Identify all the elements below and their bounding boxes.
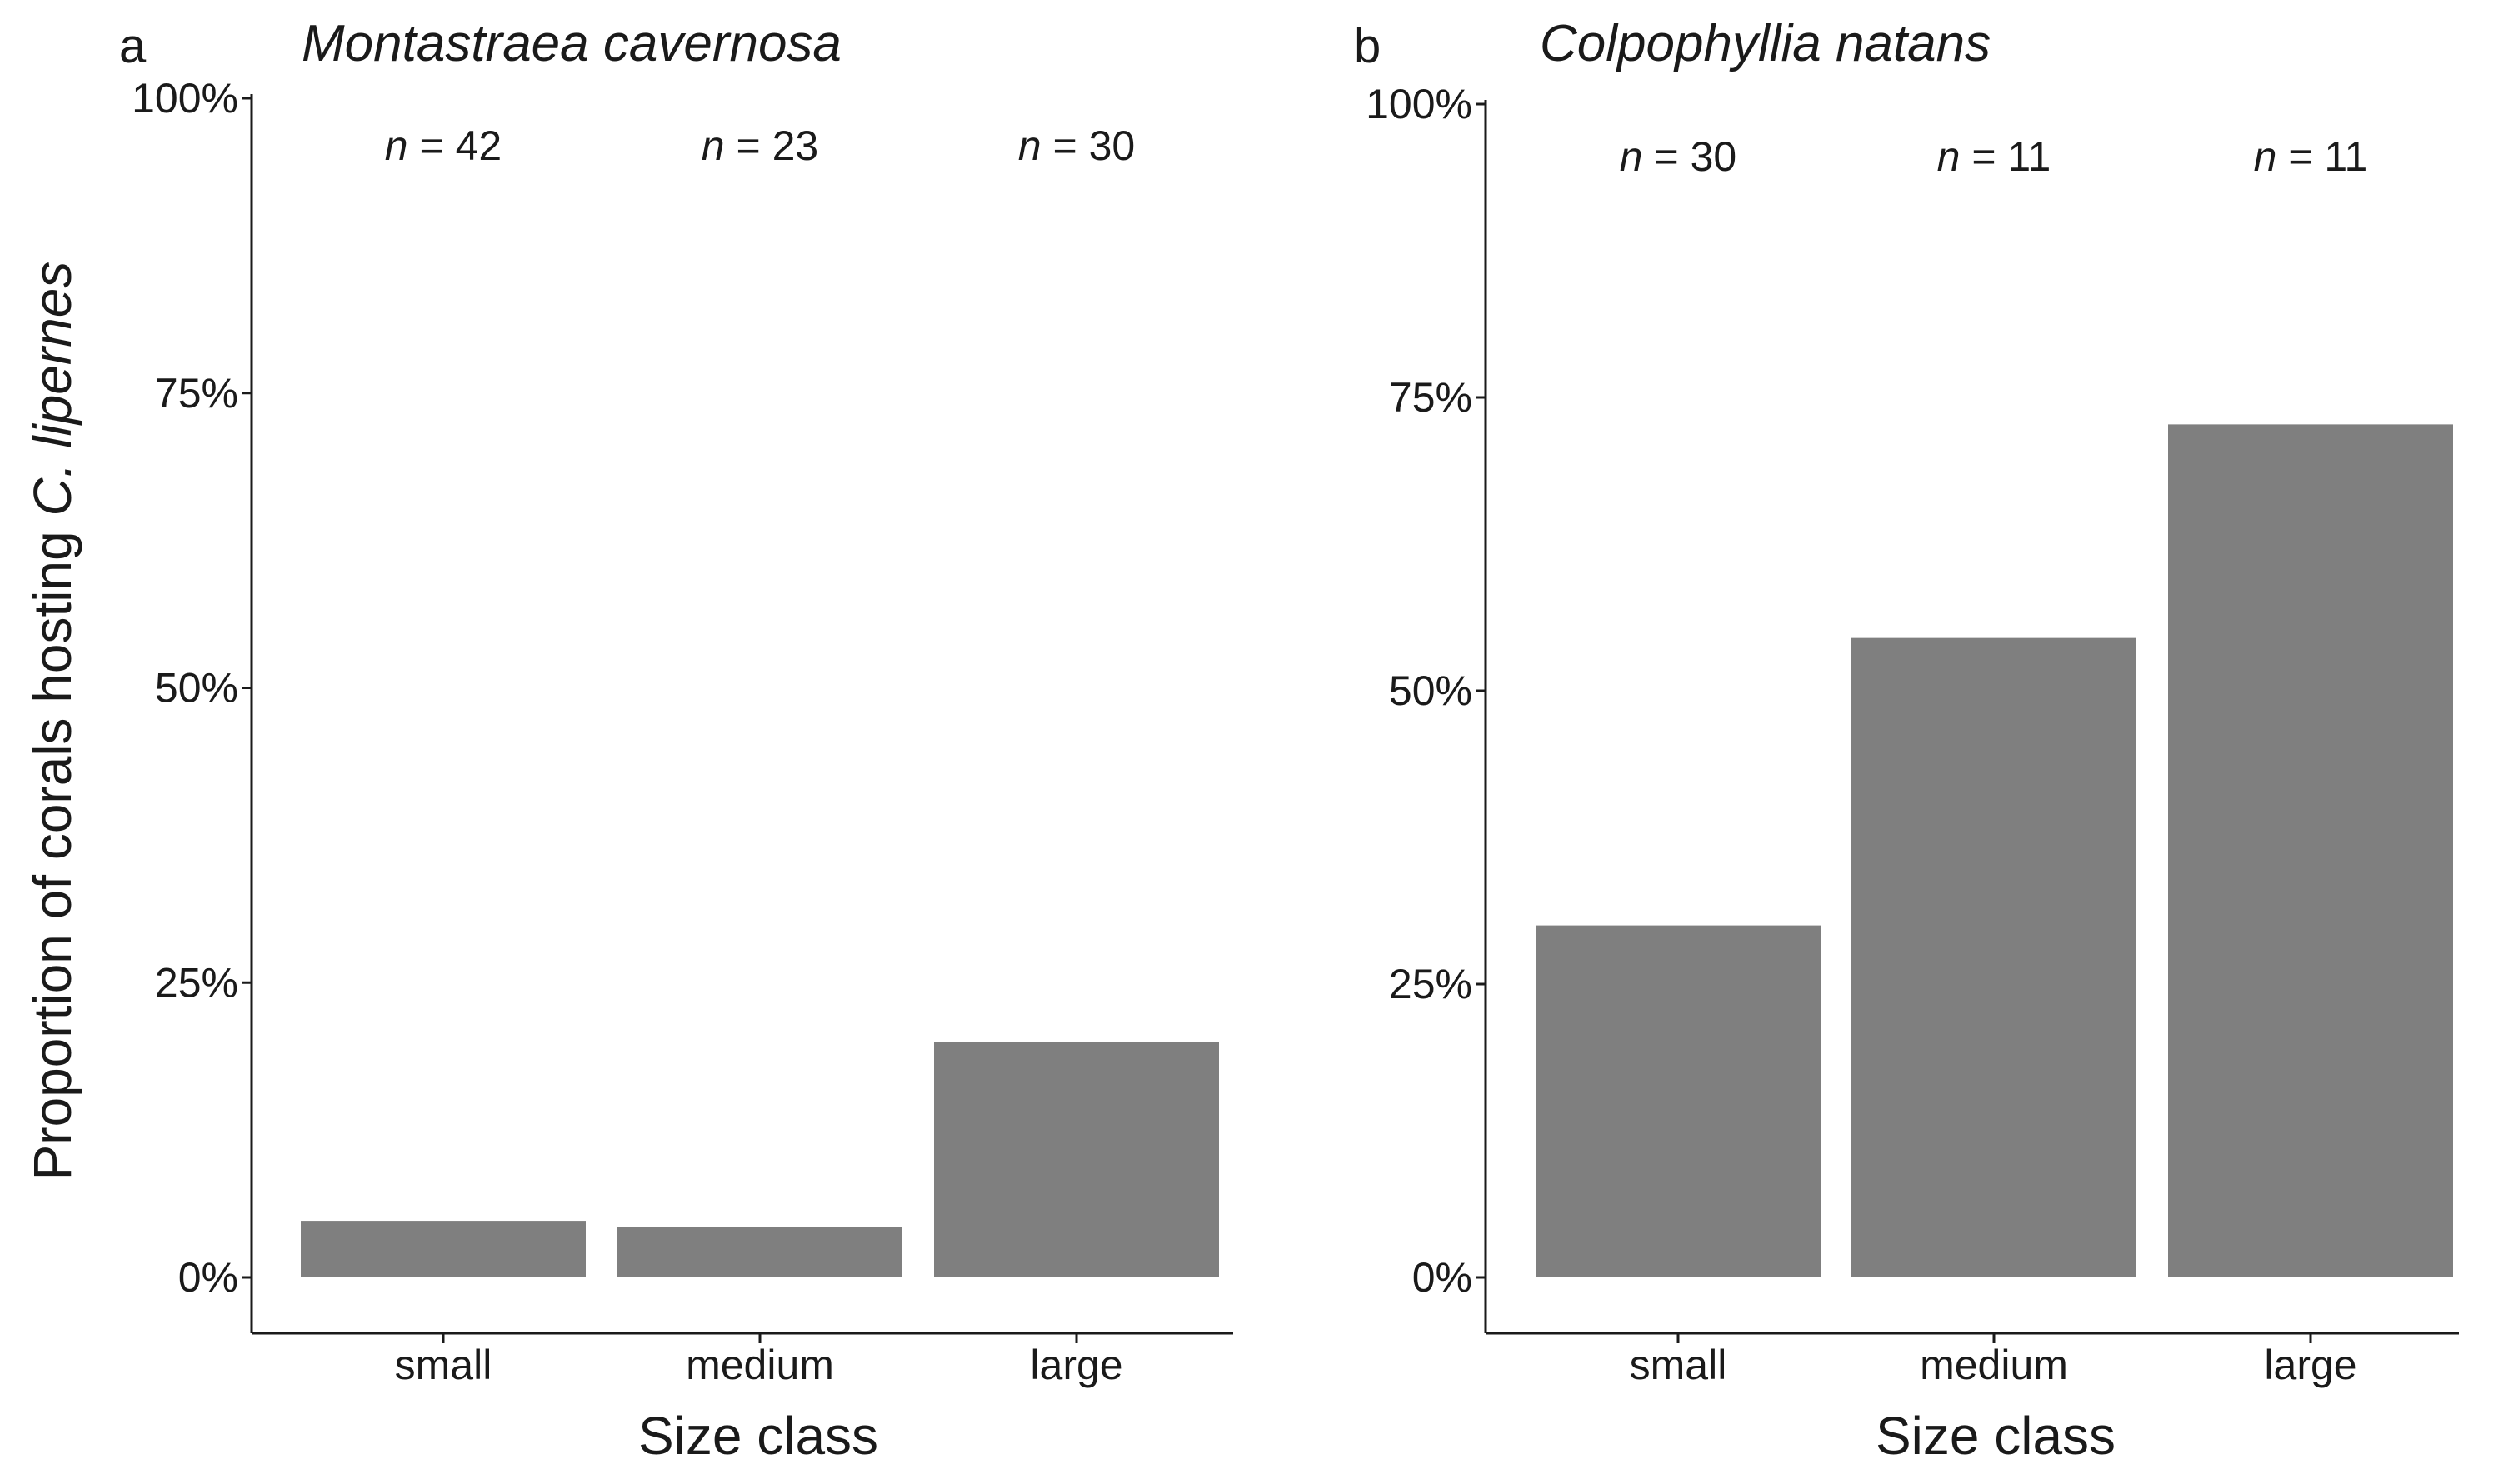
n-symbol: n (2254, 133, 2277, 180)
n-value: = 30 (1643, 133, 1737, 180)
y-tick-label: 50% (1389, 667, 1472, 714)
n-symbol: n (1937, 133, 1961, 180)
x-axis-title: Size class (638, 1406, 878, 1466)
bar-medium (617, 1227, 902, 1277)
panel-title: Colpophyllia natans (1540, 15, 1991, 72)
sample-size-label: n = 11 (1937, 133, 2051, 180)
x-tick-label-medium: medium (1920, 1342, 2068, 1388)
bar-large (2168, 424, 2453, 1277)
bar-small (301, 1221, 586, 1277)
n-symbol: n (702, 122, 725, 169)
y-tick-label: 75% (1389, 374, 1472, 421)
sample-size-label: n = 30 (1018, 122, 1135, 169)
y-tick-label: 25% (1389, 961, 1472, 1007)
y-axis-title: Proportion of corals hosting C. lipernes (22, 262, 82, 1181)
n-symbol: n (1620, 133, 1643, 180)
y-tick-label: 0% (1412, 1254, 1472, 1301)
y-tick-label: 0% (178, 1254, 238, 1301)
n-value: = 23 (725, 122, 819, 169)
y-tick-label: 50% (155, 665, 238, 712)
n-value: = 11 (2276, 133, 2367, 180)
bar-medium (1851, 637, 2136, 1277)
x-tick-label-medium: medium (686, 1342, 834, 1388)
n-symbol: n (385, 122, 408, 169)
x-tick-label-large: large (2264, 1342, 2356, 1388)
panel-b: b Colpophyllia natans 0% 25% 50% 75% 100% small… (1354, 15, 2459, 1466)
y-tick-label: 75% (155, 370, 238, 417)
x-axis-title: Size class (1876, 1406, 2116, 1466)
x-tick-label-large: large (1030, 1342, 1122, 1388)
sample-size-label: n = 30 (1620, 133, 1736, 180)
bar-small (1536, 925, 1821, 1277)
panel-a: a Montastraea cavernosa 0% 25% 50% 75% 100% sma… (119, 15, 1233, 1466)
n-value: = 30 (1042, 122, 1136, 169)
y-tick-label: 100% (1366, 81, 1472, 127)
x-tick-label-small: small (1630, 1342, 1727, 1388)
y-axis-title-species: C. lipernes (22, 262, 82, 517)
y-tick-label: 25% (155, 959, 238, 1006)
y-axis-title-prefix: Proportion of corals hosting (22, 517, 82, 1181)
sample-size-label: n = 23 (702, 122, 818, 169)
x-tick-label-small: small (395, 1342, 492, 1388)
panel-title: Montastraea cavernosa (302, 15, 842, 72)
n-symbol: n (1018, 122, 1042, 169)
bar-large (934, 1042, 1219, 1277)
sample-size-label: n = 11 (2254, 133, 2368, 180)
y-tick-label: 100% (132, 75, 238, 122)
sample-size-label: n = 42 (385, 122, 502, 169)
n-value: = 42 (408, 122, 502, 169)
panel-letter: a (119, 19, 147, 73)
panel-letter: b (1354, 19, 1381, 73)
n-value: = 11 (1960, 133, 2051, 180)
